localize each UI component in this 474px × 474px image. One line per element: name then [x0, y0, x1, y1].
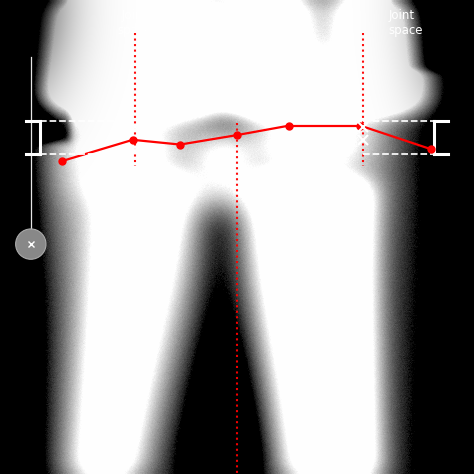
- Text: Joint
space: Joint space: [389, 9, 423, 37]
- Circle shape: [16, 229, 46, 259]
- Text: Joint
space: Joint space: [118, 9, 152, 37]
